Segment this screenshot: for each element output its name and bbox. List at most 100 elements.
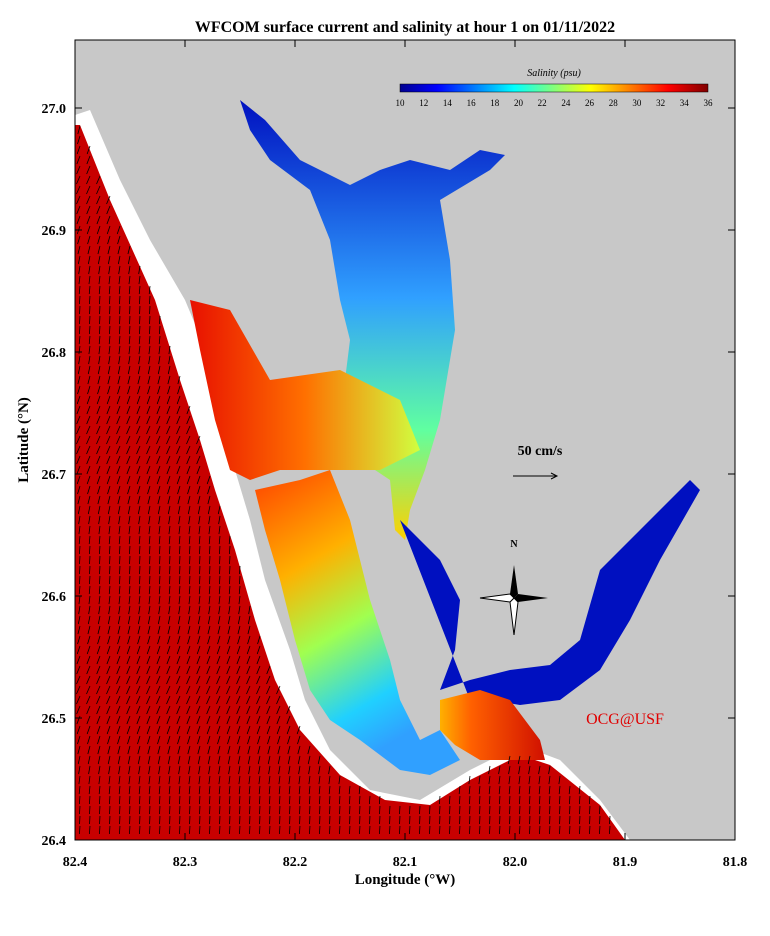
current-vector <box>226 655 231 665</box>
current-vector <box>79 825 81 835</box>
current-vector <box>128 545 131 555</box>
current-vector <box>117 495 121 505</box>
current-vector <box>208 785 211 795</box>
current-vector <box>106 415 111 425</box>
current-vector <box>178 545 181 555</box>
current-vector <box>266 715 271 725</box>
current-vector <box>198 525 201 535</box>
colorbar-tick-label: 36 <box>704 98 714 108</box>
current-vector <box>138 335 141 345</box>
current-vector <box>96 675 101 685</box>
current-vector <box>176 705 181 715</box>
current-vector <box>186 715 191 725</box>
colorbar-tick-label: 12 <box>419 98 428 108</box>
current-vector <box>76 185 81 195</box>
current-vector <box>246 665 251 675</box>
current-vector <box>186 405 191 415</box>
current-vector <box>199 565 201 575</box>
current-vector <box>78 545 81 555</box>
current-vector <box>359 815 361 825</box>
current-vector <box>128 605 131 615</box>
current-vector <box>148 595 151 605</box>
current-vector <box>79 815 81 825</box>
axis-ticks: 82.4 82.3 82.2 82.1 82.0 81.9 81.8 26.4 26.5 26.6… <box>42 40 747 870</box>
current-vector <box>77 615 81 625</box>
current-vector <box>176 725 181 735</box>
current-vector <box>226 715 231 725</box>
current-vector <box>78 345 81 355</box>
current-vector <box>228 605 231 615</box>
current-vector <box>236 665 241 675</box>
current-vector <box>216 645 221 655</box>
current-vector <box>206 655 211 665</box>
current-vector <box>609 825 611 835</box>
current-vector <box>237 745 241 755</box>
current-vector <box>198 515 201 525</box>
colorbar-tick-label: 24 <box>561 98 571 108</box>
current-vector <box>199 825 201 835</box>
current-vector <box>419 825 421 835</box>
current-vector <box>508 795 511 805</box>
current-vector <box>229 825 231 835</box>
current-vector <box>269 815 271 825</box>
current-vector <box>76 395 81 405</box>
current-vector <box>77 245 81 255</box>
current-vector <box>117 635 121 645</box>
current-vector <box>176 655 181 665</box>
current-vector <box>136 725 141 735</box>
y-tick-label: 26.8 <box>42 346 67 361</box>
current-vector <box>277 745 281 755</box>
current-vector <box>196 645 201 655</box>
current-vector <box>528 785 531 795</box>
current-vector <box>226 645 231 655</box>
current-vector <box>178 785 181 795</box>
current-vector <box>98 525 101 535</box>
current-vector <box>238 605 241 615</box>
current-vector <box>177 625 181 635</box>
current-vector <box>167 635 171 645</box>
current-vector <box>149 305 151 315</box>
current-vector <box>196 725 201 735</box>
current-vector <box>107 505 111 515</box>
current-vector <box>77 135 81 145</box>
current-vector <box>167 625 171 635</box>
current-vector <box>77 745 81 755</box>
current-vector <box>509 815 511 825</box>
current-vector <box>76 715 81 725</box>
current-vector <box>139 305 141 315</box>
current-vector <box>488 775 491 785</box>
current-vector <box>578 785 581 795</box>
current-vector <box>267 755 271 765</box>
current-vector <box>118 515 121 525</box>
current-vector <box>117 745 121 755</box>
current-vector <box>128 785 131 795</box>
current-vector <box>258 785 261 795</box>
current-vector <box>148 585 151 595</box>
current-vector <box>229 805 231 815</box>
current-vector <box>429 805 431 815</box>
current-vector <box>149 295 151 305</box>
current-vector <box>136 475 141 485</box>
current-vector <box>148 785 151 795</box>
current-vector <box>156 685 161 695</box>
current-vector <box>287 745 291 755</box>
current-vector <box>589 825 591 835</box>
current-vector <box>118 285 121 295</box>
current-vector <box>217 635 221 645</box>
current-vector <box>86 435 91 445</box>
current-vector <box>228 795 231 805</box>
current-vector <box>166 405 171 415</box>
current-vector <box>236 655 241 665</box>
current-vector <box>188 785 191 795</box>
current-vector <box>298 775 301 785</box>
current-vector <box>139 815 141 825</box>
current-vector <box>499 805 501 815</box>
current-vector <box>136 425 141 435</box>
current-vector <box>88 335 91 345</box>
current-vector <box>209 815 211 825</box>
current-vector <box>218 525 221 535</box>
current-vector <box>158 325 161 335</box>
current-vector <box>176 715 181 725</box>
current-vector <box>129 825 131 835</box>
current-vector <box>148 775 151 785</box>
